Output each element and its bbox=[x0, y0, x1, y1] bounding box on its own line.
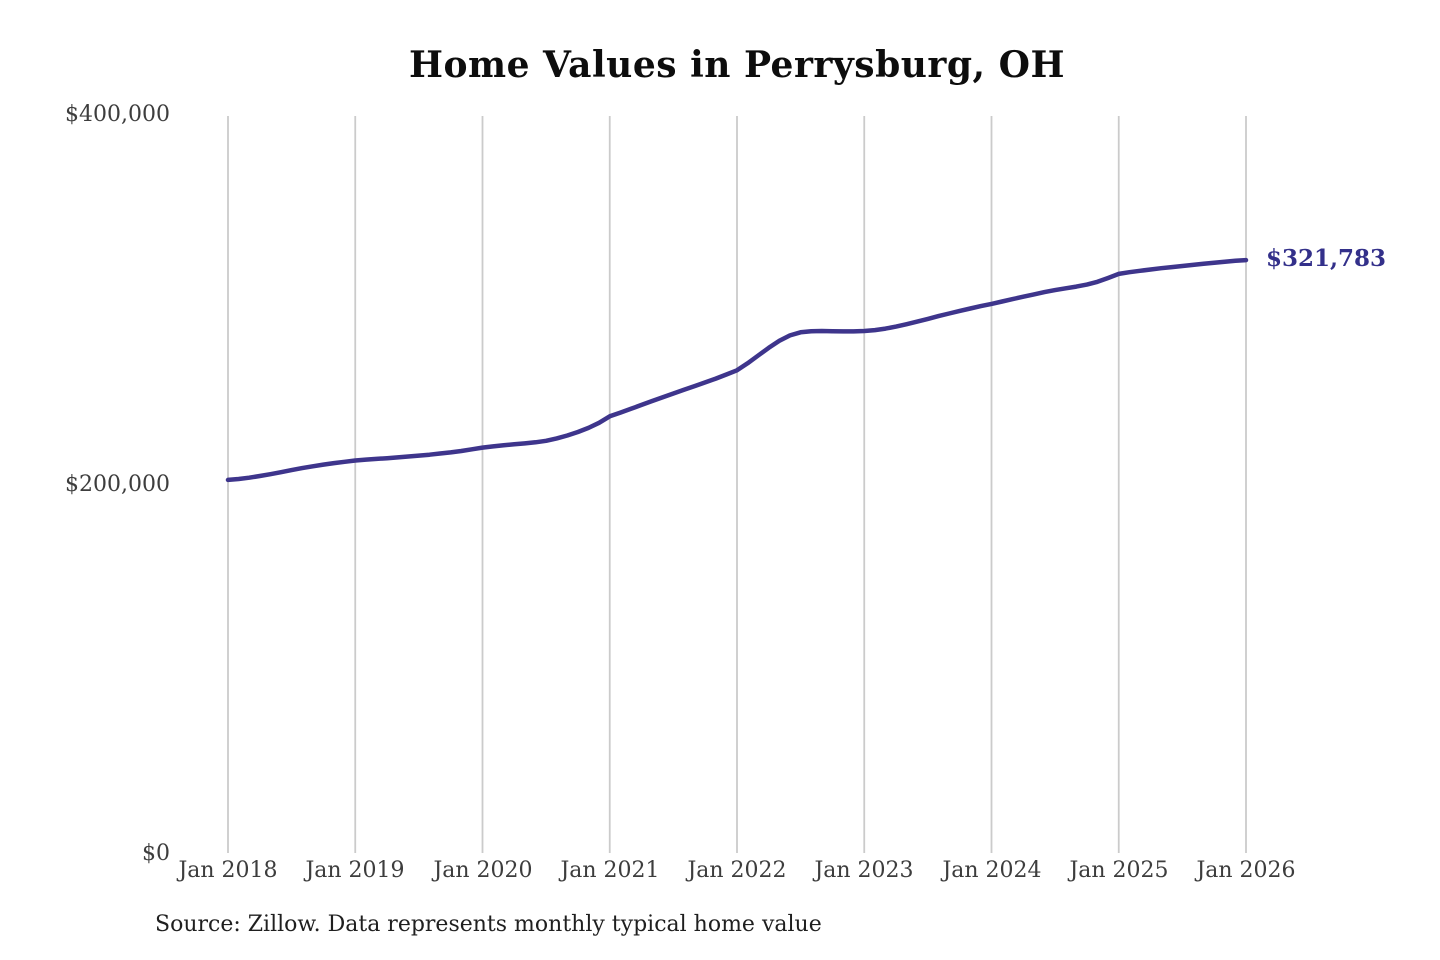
source-note: Source: Zillow. Data represents monthly … bbox=[155, 912, 822, 937]
x-axis-tick-jan-2020: Jan 2020 bbox=[433, 858, 533, 883]
x-axis-tick-jan-2021: Jan 2021 bbox=[560, 858, 660, 883]
x-axis-tick-jan-2022: Jan 2022 bbox=[687, 858, 787, 883]
x-axis-tick-jan-2025: Jan 2025 bbox=[1069, 858, 1169, 883]
home-value-line bbox=[225, 257, 1249, 483]
y-axis-tick-200000: $200,000 bbox=[65, 472, 170, 497]
x-axis-tick-jan-2023: Jan 2023 bbox=[814, 858, 914, 883]
y-axis-tick-400000: $400,000 bbox=[65, 102, 170, 127]
x-axis-tick-jan-2024: Jan 2024 bbox=[942, 858, 1042, 883]
x-axis-tick-jan-2026: Jan 2026 bbox=[1196, 858, 1296, 883]
line-end-value-label: $321,783 bbox=[1266, 245, 1387, 272]
x-axis-tick-jan-2019: Jan 2019 bbox=[305, 858, 405, 883]
y-axis-tick-0: $0 bbox=[142, 841, 170, 866]
chart-title: Home Values in Perrysburg, OH bbox=[409, 44, 1065, 86]
x-axis-tick-jan-2018: Jan 2018 bbox=[178, 858, 278, 883]
